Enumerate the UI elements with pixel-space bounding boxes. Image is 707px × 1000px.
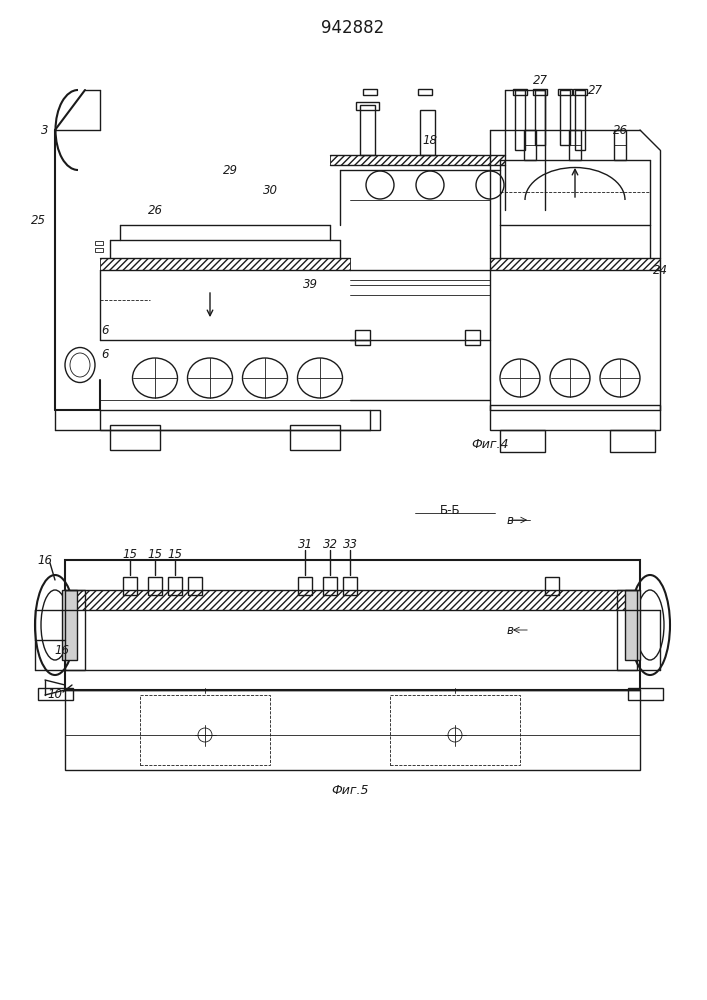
Text: 30: 30 xyxy=(262,184,278,196)
Bar xyxy=(65,560,640,690)
Text: 26: 26 xyxy=(612,123,628,136)
Bar xyxy=(617,590,637,670)
Text: Б-Б: Б-Б xyxy=(440,504,460,516)
Text: 27: 27 xyxy=(588,84,602,97)
Bar xyxy=(625,590,640,660)
Text: 3: 3 xyxy=(41,123,49,136)
Bar xyxy=(490,258,660,270)
Bar xyxy=(110,425,160,450)
Text: в: в xyxy=(506,514,513,526)
Bar xyxy=(628,688,663,700)
Bar xyxy=(100,410,380,430)
Text: 15: 15 xyxy=(122,548,137,562)
Text: 32: 32 xyxy=(322,538,337,552)
Bar xyxy=(569,130,581,160)
Bar xyxy=(330,155,505,165)
Bar xyxy=(500,430,545,452)
Bar xyxy=(65,590,85,670)
Bar xyxy=(560,90,570,145)
Text: Фиг.4: Фиг.4 xyxy=(472,438,509,452)
Bar xyxy=(363,89,377,95)
Bar xyxy=(140,695,270,765)
Bar xyxy=(465,330,480,345)
Bar xyxy=(490,405,660,430)
Bar xyxy=(545,577,559,595)
Text: 33: 33 xyxy=(342,538,358,552)
Bar xyxy=(355,330,370,345)
Bar xyxy=(513,89,527,95)
Text: 31: 31 xyxy=(298,538,312,552)
Text: 24: 24 xyxy=(653,263,667,276)
Bar xyxy=(524,130,536,160)
Bar xyxy=(573,89,587,95)
Text: 15: 15 xyxy=(148,548,163,562)
Bar xyxy=(614,130,626,160)
Bar xyxy=(65,690,640,770)
Bar xyxy=(343,577,357,595)
Bar xyxy=(148,577,162,595)
Bar xyxy=(535,90,545,145)
Bar xyxy=(575,90,585,150)
Text: 16: 16 xyxy=(37,554,52,566)
Bar xyxy=(610,430,655,452)
Text: 6: 6 xyxy=(101,324,109,336)
Text: 10: 10 xyxy=(47,688,62,702)
Bar xyxy=(420,110,435,155)
Bar xyxy=(323,577,337,595)
Text: 26: 26 xyxy=(148,204,163,217)
Bar xyxy=(418,89,432,95)
Text: 39: 39 xyxy=(303,278,317,292)
Bar xyxy=(515,90,525,150)
Text: Фиг.5: Фиг.5 xyxy=(332,784,369,796)
Bar xyxy=(38,688,73,700)
Text: 18: 18 xyxy=(423,133,438,146)
Bar xyxy=(65,590,640,610)
Bar xyxy=(95,248,103,252)
Bar xyxy=(356,102,379,110)
Bar xyxy=(360,105,375,155)
Text: 6: 6 xyxy=(101,349,109,361)
Bar xyxy=(298,577,312,595)
Text: 29: 29 xyxy=(223,163,238,176)
Text: 27: 27 xyxy=(532,74,547,87)
Bar xyxy=(188,577,202,595)
Bar xyxy=(95,241,103,245)
Text: 16: 16 xyxy=(54,644,69,656)
Bar xyxy=(123,577,137,595)
Bar xyxy=(533,89,547,95)
Bar xyxy=(390,695,520,765)
Text: 15: 15 xyxy=(168,548,182,562)
Bar xyxy=(558,89,572,95)
Bar xyxy=(100,258,350,270)
Bar xyxy=(168,577,182,595)
Bar xyxy=(290,425,340,450)
Text: в: в xyxy=(506,624,513,637)
Text: 942882: 942882 xyxy=(322,19,385,37)
Bar xyxy=(62,590,77,660)
Text: 25: 25 xyxy=(30,214,45,227)
